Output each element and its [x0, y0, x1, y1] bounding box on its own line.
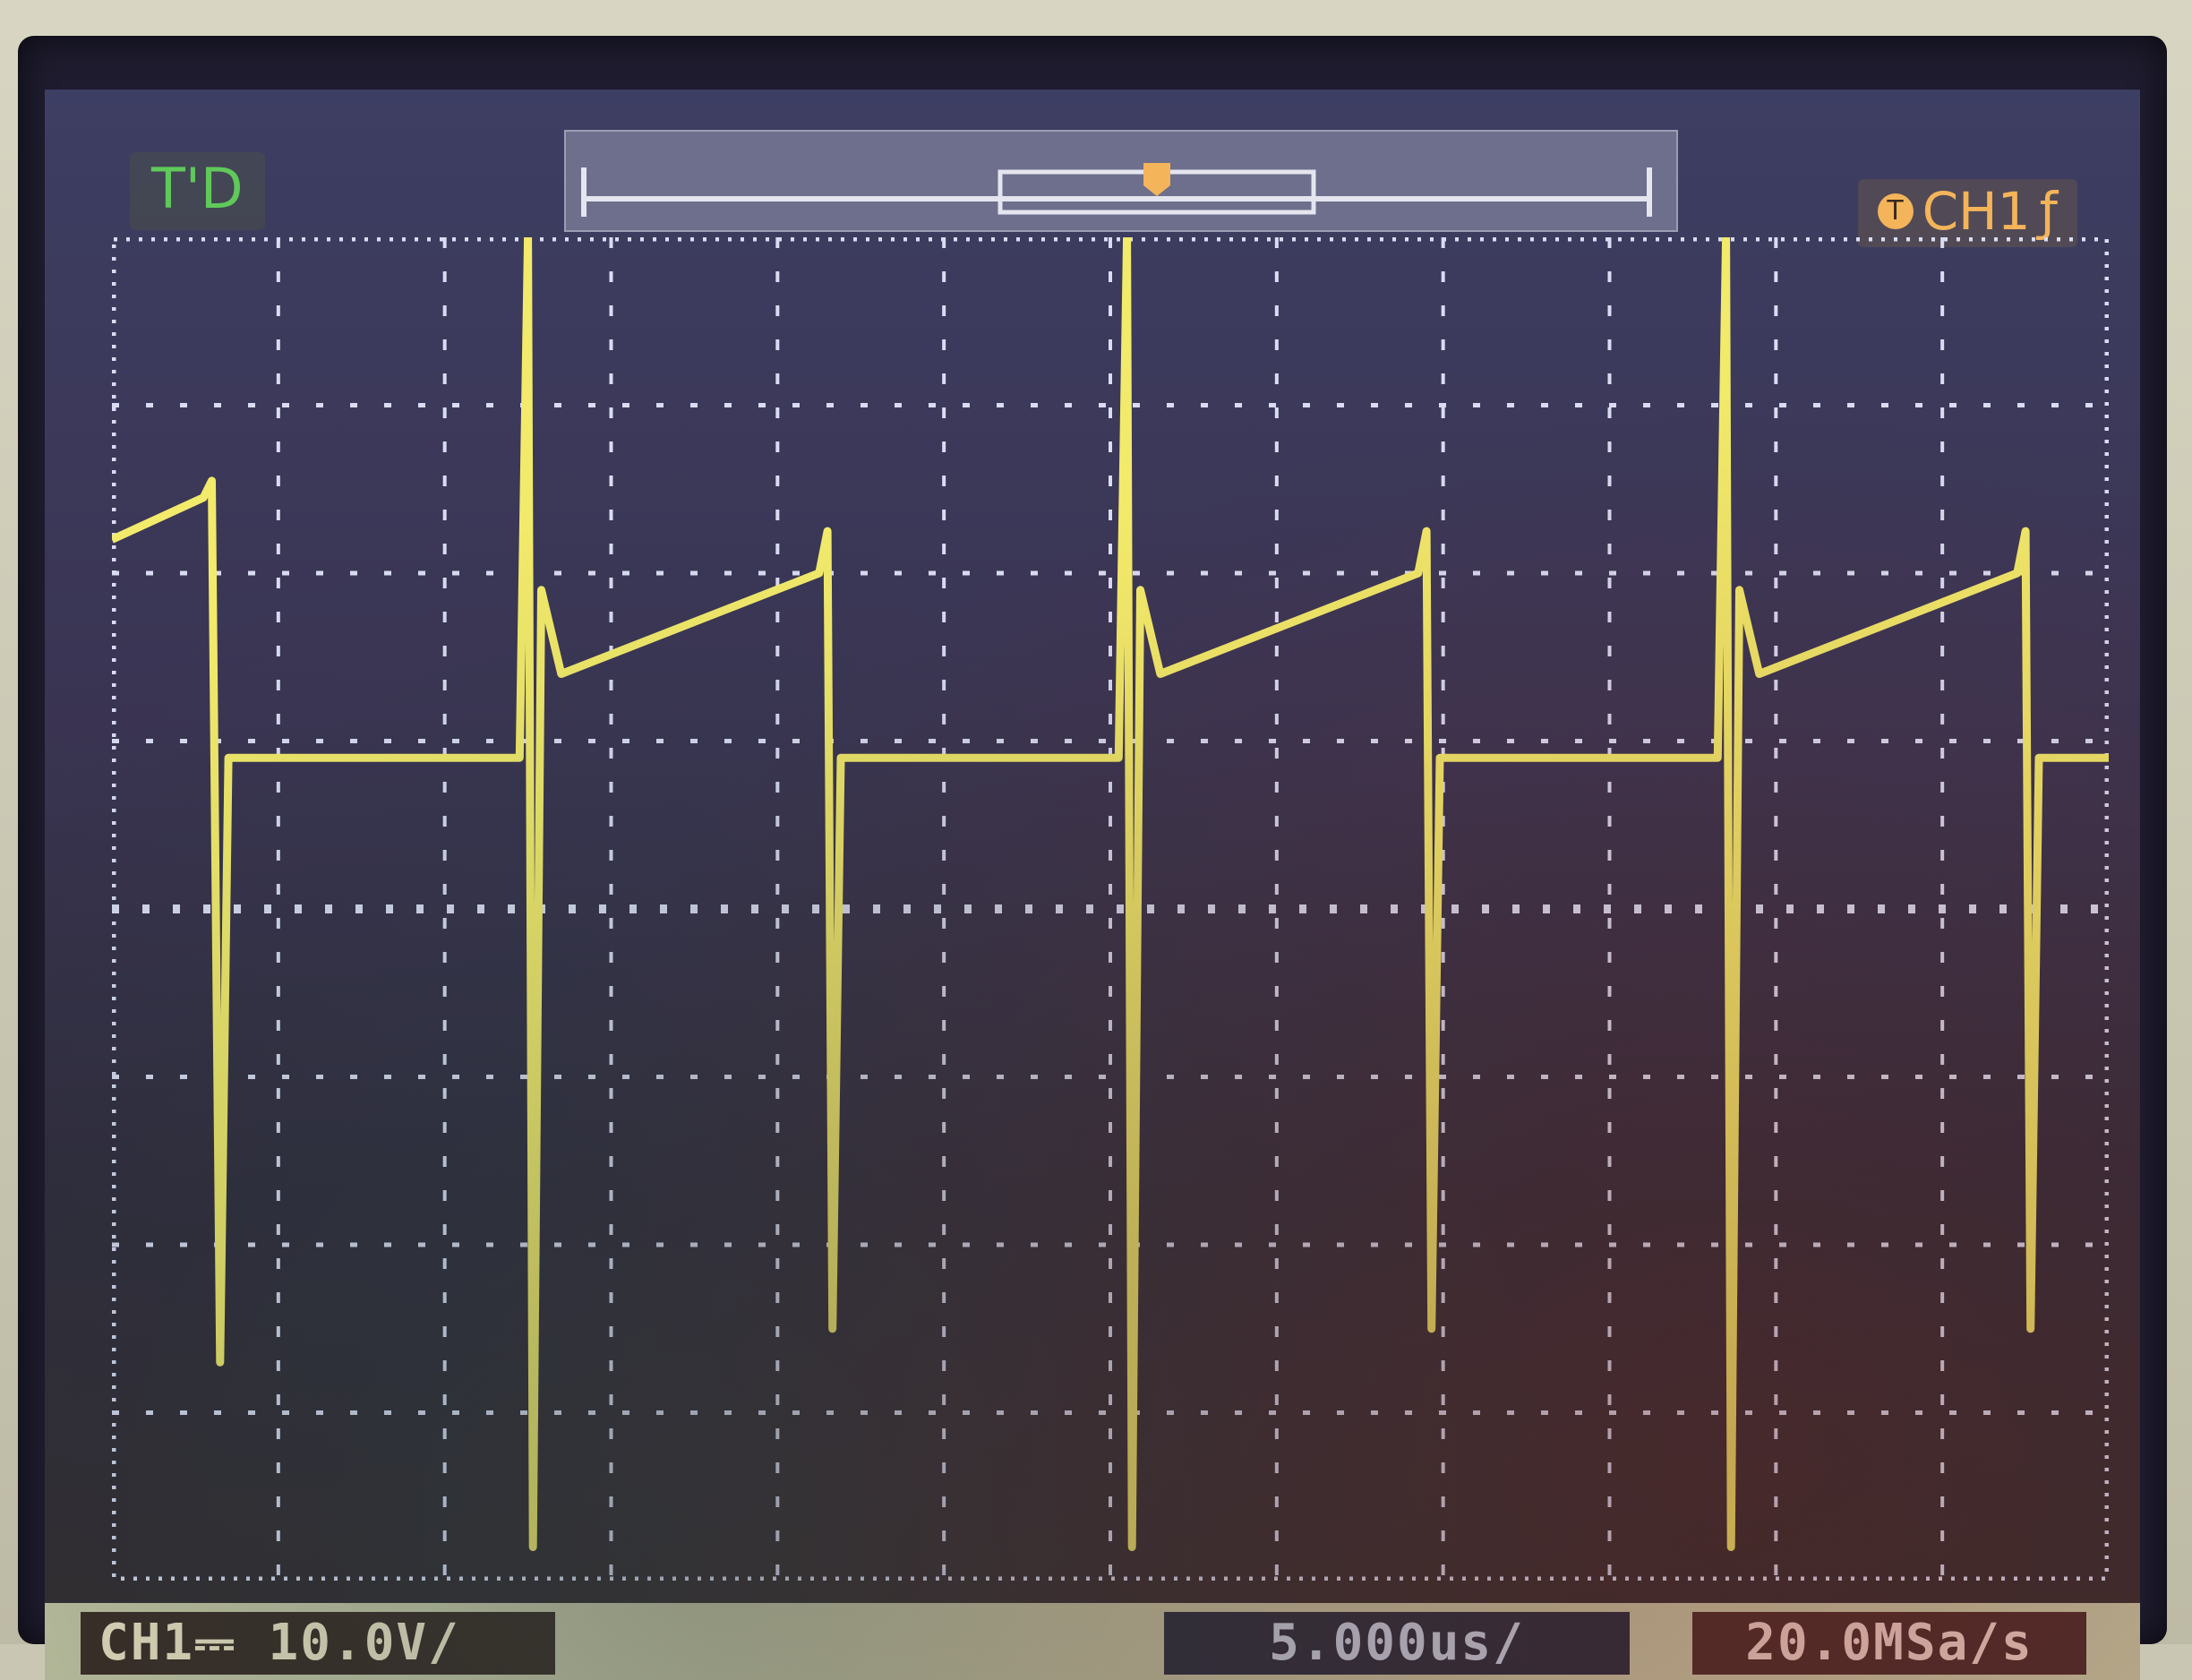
trigger-source-indicator: T CH1 ƒ — [1857, 179, 2077, 247]
trigger-source-label: CH1 — [1922, 181, 2031, 242]
channel-scale-readout: CH1⎓ 10.0V/ — [81, 1612, 555, 1675]
rising-edge-icon: ƒ — [2039, 181, 2058, 242]
trigger-marker-icon: T — [1877, 193, 1914, 229]
status-mode-label: T'D — [151, 156, 244, 221]
oscilloscope-screen: T'D T CH1 ƒ CH1⎓ 10.0V/ 5.000us/ 20.0MSa… — [45, 90, 2140, 1680]
acquisition-status: T'D — [130, 152, 265, 230]
waveform-display — [112, 237, 2109, 1581]
timebase-readout: 5.000us/ — [1164, 1612, 1630, 1675]
memory-position-bar — [564, 130, 1678, 232]
lcd-frame: T'D T CH1 ƒ CH1⎓ 10.0V/ 5.000us/ 20.0MSa… — [18, 36, 2167, 1680]
trigger-position-marker-icon — [1143, 163, 1170, 196]
sample-rate-readout: 20.0MSa/s — [1692, 1612, 2086, 1675]
memory-bar-graphic — [581, 163, 1652, 217]
channel-1-trace — [112, 237, 2109, 1551]
graticule-grid — [112, 237, 2109, 1581]
